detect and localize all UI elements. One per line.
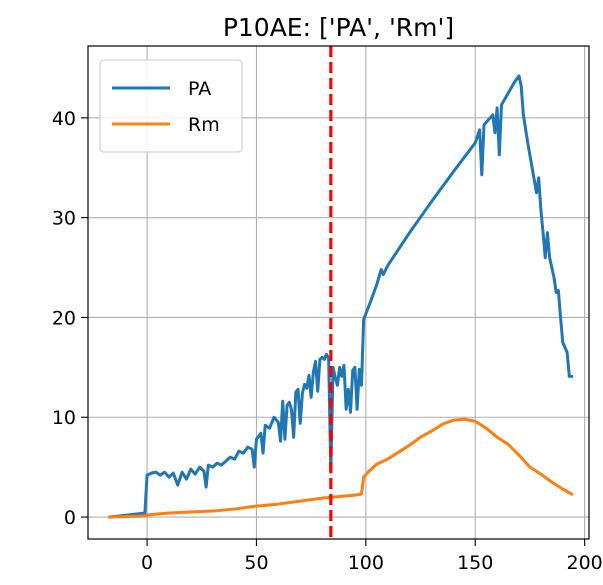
y-tick-label: 30 [52,208,76,230]
plot-frame [87,45,590,540]
y-tick-label: 20 [52,307,76,329]
chart-title: P10AE: ['PA', 'Rm'] [223,13,454,42]
y-tick-label: 40 [52,108,76,130]
x-tick-label: 150 [457,552,493,574]
legend-label-pa: PA [188,78,211,100]
grid [88,46,589,539]
legend-label-rm: Rm [188,114,220,136]
x-tick-label: 0 [141,552,153,574]
legend: PA Rm [99,59,243,153]
y-tick-label: 10 [52,407,76,429]
y-tick-label: 0 [64,507,76,529]
series-line-rm [108,417,574,519]
legend-box [99,59,243,153]
series-line-pa [108,74,573,519]
x-tick-label: 50 [244,552,268,574]
x-tick-label: 200 [566,552,602,574]
series-layer [108,74,574,519]
x-tick-label: 100 [348,552,384,574]
axes-ticks: 0 50 100 150 200 0 10 20 30 40 [52,108,603,574]
